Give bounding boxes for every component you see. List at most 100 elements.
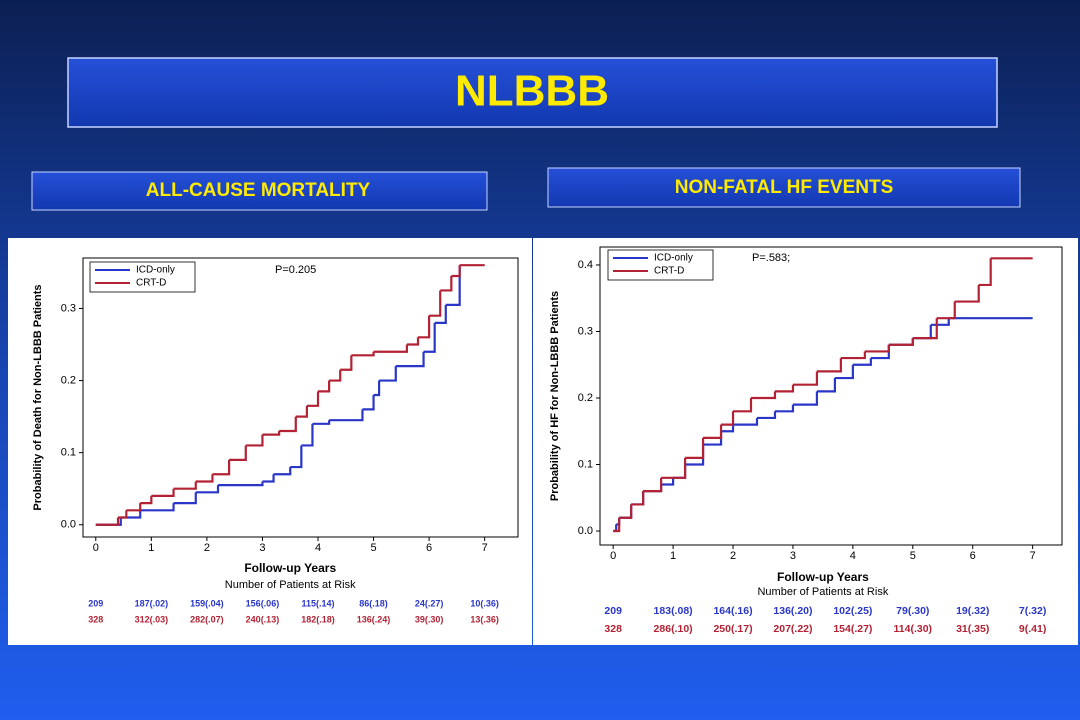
legend-label: CRT-D — [654, 266, 684, 277]
step-segment — [95, 517, 120, 526]
slide-title: NLBBB — [455, 67, 609, 116]
risk-cell: 136(.20) — [773, 605, 812, 617]
y-tick-label: 0.1 — [578, 458, 593, 470]
x-tick-label: 5 — [910, 550, 916, 562]
legend-box — [89, 261, 196, 293]
step-segment — [756, 411, 777, 420]
x-tick-label: 1 — [148, 542, 154, 554]
step-segment — [703, 424, 723, 440]
risk-cell: 114(.30) — [894, 623, 933, 635]
step-segment — [173, 481, 197, 490]
risk-cell: 328 — [88, 614, 103, 624]
y-axis-label: Probability of Death for Non-LBBB Patien… — [32, 284, 44, 510]
step-segment — [451, 265, 461, 278]
chart-panel — [533, 238, 1078, 645]
step-segment — [118, 510, 128, 519]
title-box — [67, 57, 998, 128]
risk-cell: 86(.18) — [359, 598, 388, 608]
step-segment — [151, 488, 175, 498]
x-tick-label: 5 — [370, 542, 376, 554]
risk-cell: 13(.36) — [470, 614, 499, 624]
risk-cell: 24(.27) — [415, 598, 444, 608]
step-segment — [440, 276, 453, 292]
step-segment — [245, 434, 264, 447]
x-tick-label: 2 — [730, 550, 736, 562]
risk-cell: 250(.17) — [713, 623, 752, 635]
legend-label: ICD-only — [136, 265, 175, 276]
x-tick-label: 6 — [970, 550, 976, 562]
step-segment — [362, 394, 375, 411]
x-axis-label: Follow-up Years — [244, 561, 336, 575]
step-segment — [816, 358, 842, 373]
risk-cell: 286(.10) — [654, 623, 693, 635]
risk-cell: 328 — [604, 623, 622, 635]
step-segment — [834, 364, 854, 380]
risk-cell: 282(.07) — [190, 614, 224, 624]
risk-cell: 209 — [88, 598, 103, 608]
legend-label: CRT-D — [136, 278, 166, 289]
step-segment — [840, 351, 866, 360]
y-tick-label: 0.4 — [578, 259, 593, 271]
step-segment — [816, 378, 836, 393]
chart-title: NON-FATAL HF EVENTS — [675, 177, 894, 198]
risk-cell: 164(.16) — [713, 605, 752, 617]
legend-box — [607, 249, 714, 281]
risk-cell: 10(.36) — [470, 598, 499, 608]
heading-box — [547, 167, 1021, 208]
step-segment — [864, 344, 890, 353]
plot-frame — [82, 257, 519, 538]
step-segment — [733, 397, 753, 413]
y-tick-label: 0.2 — [61, 374, 76, 386]
step-segment — [733, 417, 759, 426]
x-tick-label: 0 — [610, 550, 616, 562]
step-segment — [126, 503, 142, 512]
step-segment — [685, 437, 705, 459]
step-segment — [218, 481, 264, 487]
risk-cell: 209 — [604, 605, 622, 617]
y-tick-label: 0.2 — [578, 392, 593, 404]
y-tick-label: 0.3 — [61, 302, 76, 314]
x-tick-label: 3 — [790, 550, 796, 562]
risk-cell: 182(.18) — [301, 614, 335, 624]
x-tick-label: 1 — [670, 550, 676, 562]
step-segment — [774, 404, 795, 413]
risk-cell: 7(.32) — [1019, 605, 1046, 617]
step-segment — [936, 301, 956, 320]
y-tick-label: 0.3 — [578, 325, 593, 337]
risk-table-title: Number of Patients at Risk — [225, 579, 356, 591]
step-segment — [418, 315, 431, 339]
chart-title: ALL-CAUSE MORTALITY — [146, 180, 371, 201]
step-segment — [295, 405, 308, 418]
step-segment — [318, 380, 331, 393]
step-segment — [912, 318, 938, 340]
risk-cell: 187(.02) — [135, 598, 169, 608]
step-segment — [619, 504, 633, 519]
step-segment — [173, 492, 197, 505]
plot-frame — [599, 246, 1063, 546]
step-segment — [423, 322, 436, 353]
step-segment — [721, 424, 735, 433]
step-segment — [751, 391, 777, 400]
risk-cell: 115(.14) — [301, 598, 334, 608]
step-segment — [395, 351, 425, 368]
step-segment — [661, 477, 675, 486]
step-segment — [373, 380, 381, 397]
step-segment — [429, 290, 442, 317]
step-segment — [434, 304, 447, 324]
step-segment — [329, 409, 364, 422]
step-segment — [792, 391, 819, 406]
x-tick-label: 4 — [850, 550, 856, 562]
step-segment — [195, 485, 220, 494]
step-segment — [140, 503, 175, 512]
risk-cell: 159(.04) — [190, 598, 224, 608]
step-segment — [978, 258, 992, 287]
step-segment — [792, 371, 819, 386]
risk-cell: 102(.25) — [833, 605, 872, 617]
step-segment — [379, 366, 397, 382]
risk-cell: 31(.35) — [956, 623, 989, 635]
step-segment — [329, 369, 342, 382]
step-segment — [661, 457, 687, 479]
y-tick-label: 0.0 — [578, 525, 593, 537]
